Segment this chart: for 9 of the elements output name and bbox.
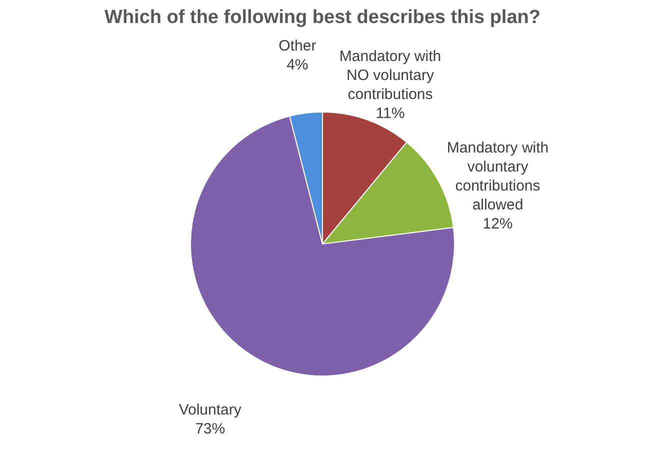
data-label: 11% (376, 104, 405, 122)
slice-label: Mandatory with voluntary contributions allowed (446, 140, 549, 214)
slice-label: Voluntary (178, 401, 242, 418)
slice-label: Other (278, 38, 316, 55)
data-label: 4% (286, 56, 308, 74)
chart-title: Which of the following best describes this plan? (104, 7, 540, 28)
slice-label: Mandatory with NO voluntary contributions (339, 48, 442, 103)
data-label: 12% (482, 216, 513, 233)
data-label: 73% (195, 420, 226, 438)
